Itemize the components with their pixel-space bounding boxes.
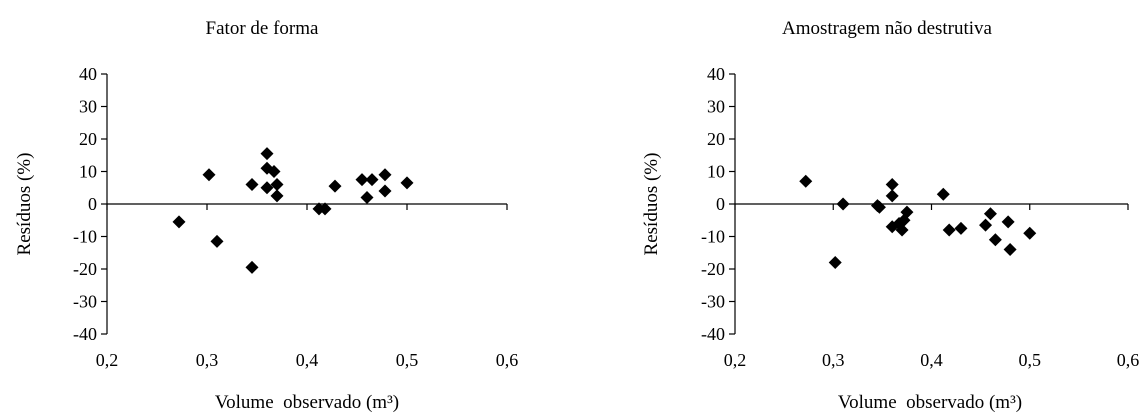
data-point [1023,226,1037,240]
y-tick-label: -30 [73,292,97,312]
x-tick-label: 0,5 [396,350,419,370]
data-point [983,207,997,221]
data-point [270,189,284,203]
chart-panel-fator-de-forma: Fator de forma 40 30 20 10 0 -10 -20 -30 -40 0,2 0,… [14,18,518,413]
y-tick-label: 20 [79,129,97,149]
y-tick-label: 30 [707,97,725,117]
y-tick-label: -20 [701,259,725,279]
y-tick-label: 30 [79,97,97,117]
data-point [895,223,909,237]
data-point [270,178,284,191]
data-point [799,174,813,188]
data-point [328,179,342,193]
x-tick-label: 0,4 [920,350,943,370]
data-point [202,168,216,182]
data-point [172,215,186,229]
y-tick-label: -40 [73,324,97,344]
data-point [828,256,842,269]
data-point [942,223,956,237]
data-point [836,197,850,211]
x-tick-label: 0,4 [296,350,319,370]
data-point [378,168,392,182]
data-point [378,184,392,198]
x-tick-label: 0,2 [724,350,747,370]
data-point [885,178,899,191]
y-tick-label: 0 [716,194,725,214]
y-tick-label: 40 [79,64,97,84]
data-point [900,205,914,219]
y-tick-label: -10 [73,227,97,247]
y-tick-label: 10 [707,162,725,182]
data-point [885,189,899,203]
y-tick-label: -30 [701,292,725,312]
x-tick-label: 0,6 [1117,350,1140,370]
data-point [355,173,369,187]
data-point [936,187,950,201]
x-tick-label: 0,2 [96,350,119,370]
y-tick-label: 10 [79,162,97,182]
data-point [360,191,374,204]
y-tick-label: -10 [701,227,725,247]
data-point [267,165,281,178]
data-point [872,200,886,214]
x-tick-label: 0,5 [1019,350,1042,370]
data-point [245,178,259,191]
x-axis-label: Volume observado (m³) [215,392,399,413]
data-point [210,234,224,248]
data-point [365,173,379,187]
data-point [1001,215,1015,229]
data-point [988,233,1002,247]
y-axis-label: Resíduos (%) [14,153,35,256]
y-axis-label: Resíduos (%) [641,153,662,256]
data-point [954,221,968,235]
chart-panel-amostragem-nao-destrutiva: Amostragem não destrutiva 40 30 20 10 0 -10 -20… [641,18,1139,413]
chart-title: Amostragem não destrutiva [782,18,993,39]
y-tick-label: 0 [88,194,97,214]
y-tick-label: 20 [707,129,725,149]
y-tick-label: 40 [707,64,725,84]
y-tick-label: -40 [701,324,725,344]
data-point [400,176,414,190]
x-tick-label: 0,3 [822,350,845,370]
x-axis-label: Volume observado (m³) [838,392,1022,413]
data-point [1003,243,1017,256]
data-point [260,181,274,195]
data-point [979,218,993,232]
x-tick-label: 0,6 [496,350,519,370]
y-tick-label: -20 [73,259,97,279]
chart-title: Fator de forma [206,18,319,39]
data-point [260,147,274,161]
data-point [318,202,332,216]
x-tick-label: 0,3 [196,350,219,370]
data-point [245,260,259,274]
